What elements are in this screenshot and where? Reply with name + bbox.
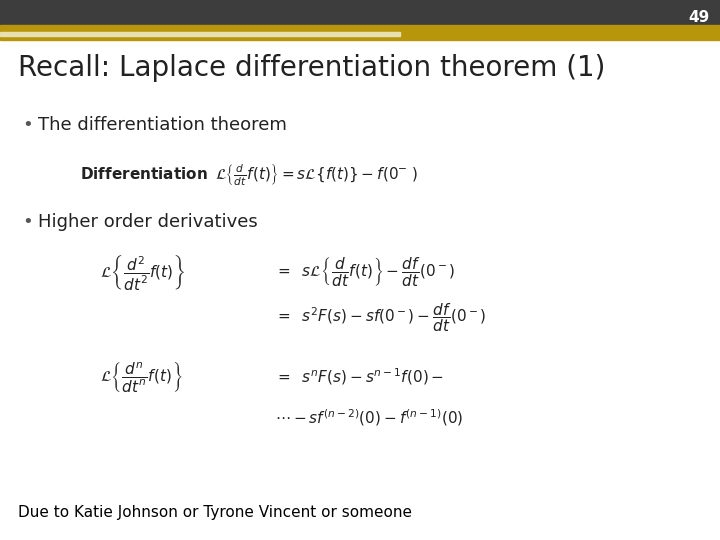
Bar <box>0 25 720 40</box>
Text: $\mathbf{Differentiation}\;\;\mathcal{L}\left\{\frac{d}{dt}f(t)\right\} = s\math: $\mathbf{Differentiation}\;\;\mathcal{L}… <box>80 162 418 188</box>
Text: $=\;\;s^2 F(s) - sf(0^-) - \dfrac{df}{dt}(0^-)$: $=\;\;s^2 F(s) - sf(0^-) - \dfrac{df}{dt… <box>275 302 486 334</box>
Text: 49: 49 <box>689 10 710 24</box>
Text: Recall: Laplace differentiation theorem (1): Recall: Laplace differentiation theorem … <box>18 54 606 82</box>
Text: $=\;\;s^n F(s) - s^{n-1}f(0) -$: $=\;\;s^n F(s) - s^{n-1}f(0) -$ <box>275 367 444 387</box>
Text: •: • <box>22 116 32 134</box>
Bar <box>0 32 400 36</box>
Text: $\mathcal{L}\left\{\dfrac{d^2}{dt^2}f(t)\right\}$: $\mathcal{L}\left\{\dfrac{d^2}{dt^2}f(t)… <box>100 253 185 292</box>
Text: The differentiation theorem: The differentiation theorem <box>38 116 287 134</box>
Text: Higher order derivatives: Higher order derivatives <box>38 213 258 231</box>
Text: $\cdots - sf^{(n-2)}(0) - f^{(n-1)}(0)$: $\cdots - sf^{(n-2)}(0) - f^{(n-1)}(0)$ <box>275 408 464 428</box>
Bar <box>0 0 720 25</box>
Text: $=\;\;s\mathcal{L}\left\{\dfrac{d}{dt}f(t)\right\} - \dfrac{df}{dt}(0^-)$: $=\;\;s\mathcal{L}\left\{\dfrac{d}{dt}f(… <box>275 255 455 288</box>
Text: $\mathcal{L}\left\{\dfrac{d^n}{dt^n}f(t)\right\}$: $\mathcal{L}\left\{\dfrac{d^n}{dt^n}f(t)… <box>100 360 182 394</box>
Text: Due to Katie Johnson or Tyrone Vincent or someone: Due to Katie Johnson or Tyrone Vincent o… <box>18 504 412 519</box>
Text: •: • <box>22 213 32 231</box>
